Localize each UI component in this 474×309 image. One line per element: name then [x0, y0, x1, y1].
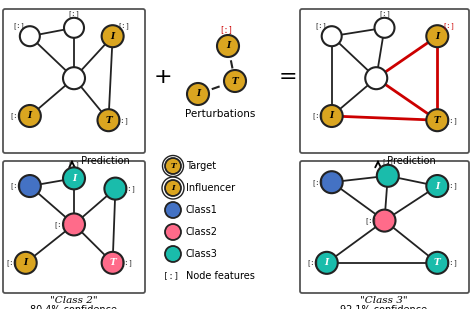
Text: [:]: [:] [12, 22, 25, 28]
Text: T: T [434, 258, 441, 267]
Text: [:]: [:] [378, 11, 391, 17]
Text: Prediction: Prediction [384, 156, 436, 166]
Text: I: I [435, 182, 439, 191]
Text: [:]: [:] [364, 217, 377, 224]
Circle shape [98, 109, 119, 131]
Text: [:]: [:] [219, 26, 233, 35]
Circle shape [377, 165, 399, 187]
Text: Target: Target [186, 161, 216, 171]
Circle shape [426, 252, 448, 274]
Text: I: I [24, 258, 28, 267]
Text: T: T [170, 162, 176, 170]
FancyBboxPatch shape [300, 9, 469, 153]
Circle shape [101, 252, 124, 274]
Circle shape [187, 83, 209, 105]
FancyBboxPatch shape [300, 161, 469, 293]
Text: I: I [196, 90, 200, 99]
Text: [:]: [:] [117, 22, 130, 28]
Text: "Class 3": "Class 3" [360, 296, 408, 305]
Circle shape [224, 70, 246, 92]
FancyBboxPatch shape [3, 161, 145, 293]
Circle shape [322, 26, 342, 46]
Text: [:]: [:] [120, 260, 133, 266]
Circle shape [374, 18, 394, 38]
Text: [:]: [:] [54, 221, 66, 228]
Circle shape [165, 202, 181, 218]
FancyBboxPatch shape [3, 9, 145, 153]
Text: Perturbations: Perturbations [185, 109, 255, 119]
Text: 92.1% confidence: 92.1% confidence [340, 305, 428, 309]
Text: [:]: [:] [306, 260, 319, 266]
Text: I: I [171, 184, 175, 192]
Text: "Class 2": "Class 2" [50, 296, 98, 305]
Circle shape [165, 224, 181, 240]
Text: Node features: Node features [186, 271, 255, 281]
Text: I: I [27, 112, 32, 121]
Text: I: I [325, 258, 329, 267]
Text: Class2: Class2 [186, 227, 218, 237]
Circle shape [104, 178, 127, 200]
Circle shape [20, 26, 40, 46]
Circle shape [426, 109, 448, 131]
Text: [:]: [:] [68, 161, 81, 168]
Circle shape [321, 171, 343, 193]
Circle shape [217, 35, 239, 57]
Circle shape [101, 25, 124, 47]
Circle shape [19, 175, 41, 197]
Text: Class1: Class1 [186, 205, 218, 215]
Circle shape [165, 180, 181, 196]
Text: I: I [72, 174, 76, 183]
Text: +: + [154, 67, 173, 87]
Text: Class3: Class3 [186, 249, 218, 259]
Circle shape [426, 175, 448, 197]
Text: [:]: [:] [9, 183, 22, 189]
Circle shape [426, 25, 448, 47]
Text: Prediction: Prediction [78, 156, 130, 166]
Circle shape [365, 67, 387, 89]
Text: [:]: [:] [116, 117, 129, 124]
Text: T: T [109, 258, 116, 267]
Text: I: I [435, 32, 439, 41]
Circle shape [374, 210, 395, 232]
Text: Influencer: Influencer [186, 183, 235, 193]
Circle shape [316, 252, 338, 274]
Text: T: T [434, 116, 441, 125]
Text: [:]: [:] [445, 260, 458, 266]
Text: [:]: [:] [382, 159, 394, 165]
Circle shape [321, 105, 343, 127]
Circle shape [63, 67, 85, 89]
Text: =: = [279, 67, 297, 87]
Text: [:]: [:] [9, 112, 22, 119]
Text: I: I [110, 32, 115, 41]
Circle shape [19, 105, 41, 127]
Text: [:]: [:] [68, 11, 81, 17]
Text: I: I [329, 112, 334, 121]
Text: [:]: [:] [5, 260, 18, 266]
Circle shape [63, 167, 85, 189]
Text: [:]: [:] [311, 179, 324, 186]
Text: [:]: [:] [442, 22, 455, 28]
Text: I: I [226, 41, 230, 50]
Circle shape [165, 246, 181, 262]
Text: [:]: [:] [445, 183, 458, 189]
Text: [:]: [:] [123, 185, 136, 192]
Text: T: T [105, 116, 112, 125]
Circle shape [15, 252, 36, 274]
Circle shape [165, 158, 181, 174]
Text: T: T [232, 77, 238, 86]
Text: [:]: [:] [163, 272, 179, 281]
Text: [:]: [:] [445, 117, 458, 124]
Circle shape [63, 214, 85, 235]
Text: [:]: [:] [311, 112, 324, 119]
Text: 80.4% confidence: 80.4% confidence [30, 305, 118, 309]
Circle shape [64, 18, 84, 38]
Text: [:]: [:] [314, 22, 327, 28]
